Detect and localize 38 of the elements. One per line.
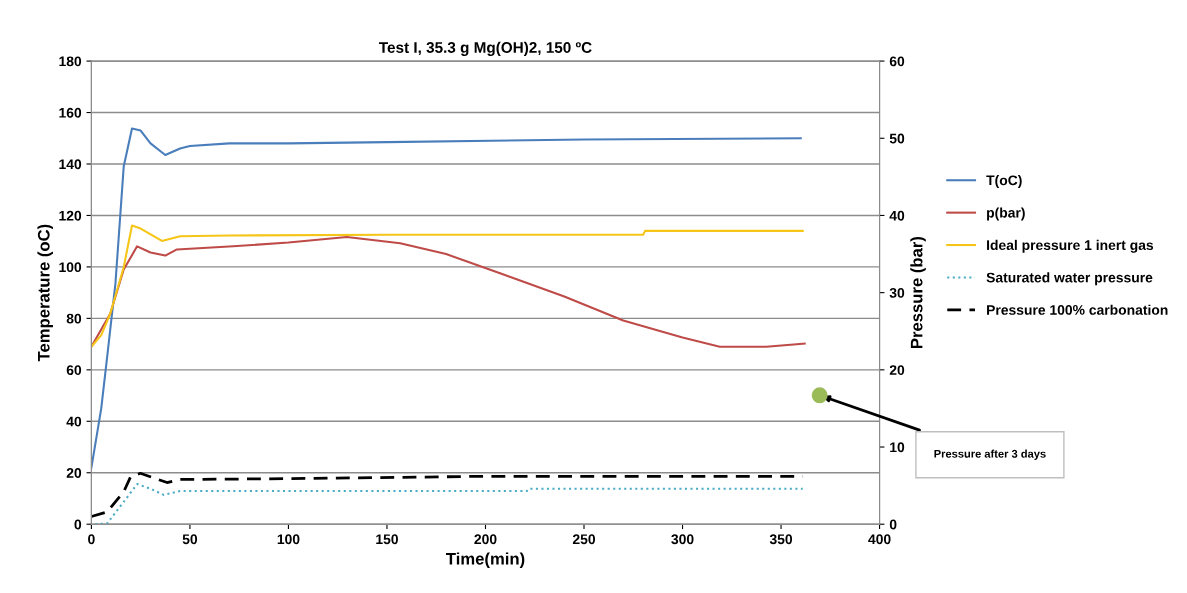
y2-tick-label: 30 [889, 287, 905, 298]
x-tick-label: 300 [671, 534, 694, 545]
y-tick-label: 140 [59, 159, 82, 170]
y-axis-title: Temperature (oC) [37, 224, 53, 362]
legend-label: Saturated water pressure [986, 272, 1153, 286]
y-tick-label: 180 [59, 56, 82, 67]
y2-tick-label: 50 [889, 133, 905, 144]
y2-tick-label: 0 [889, 519, 897, 530]
legend-label: p(bar) [987, 207, 1025, 221]
y2-tick-label: 40 [889, 210, 905, 221]
y2-axis-title: Pressure (bar) [910, 236, 926, 349]
y-tick-label: 20 [66, 468, 82, 478]
x-tick-label: 400 [868, 534, 891, 545]
x-tick-label: 50 [182, 534, 198, 545]
y2-tick-label: 60 [889, 56, 905, 67]
y-tick-label: 160 [59, 107, 82, 118]
x-tick-label: 0 [88, 534, 95, 545]
y-tick-label: 60 [66, 365, 82, 375]
x-tick-label: 150 [376, 534, 398, 545]
y-tick-label: 120 [59, 210, 82, 221]
y-tick-label: 80 [66, 313, 82, 324]
y-tick-label: 40 [66, 416, 82, 427]
x-tick-label: 200 [474, 534, 497, 545]
line-series [91, 127, 802, 469]
y-tick-label: 100 [59, 262, 82, 273]
legend-label: Ideal pressure 1 inert gas [987, 239, 1154, 253]
text: Pressure after 3 days [934, 449, 1046, 460]
x-tick-label: 250 [572, 534, 596, 545]
y-tick-label: 0 [74, 519, 82, 530]
y2-tick-label: 20 [889, 365, 905, 375]
x-tick-label: 100 [277, 534, 300, 545]
y2-tick-label: 10 [890, 442, 905, 453]
legend-label: Pressure 100% carbonation [987, 304, 1168, 315]
line-series [94, 483, 804, 525]
chart-title: Test I, 35.3 g Mg(OH)2, 150 ºC [379, 41, 592, 56]
x-axis-title: Time(min) [446, 552, 525, 568]
legend-label: T(oC) [986, 175, 1022, 188]
x-tick-label: 350 [769, 534, 793, 545]
